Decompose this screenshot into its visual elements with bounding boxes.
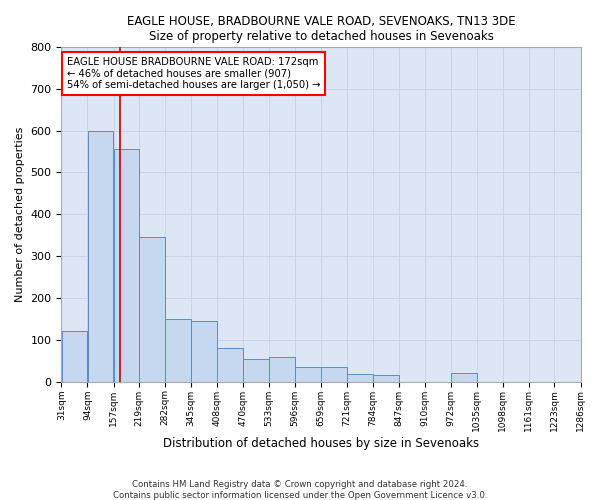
Bar: [347, 374, 373, 382]
Bar: [243, 358, 269, 382]
X-axis label: Distribution of detached houses by size in Sevenoaks: Distribution of detached houses by size …: [163, 437, 479, 450]
Bar: [88, 130, 113, 382]
Bar: [451, 374, 476, 382]
Bar: [113, 150, 139, 382]
Bar: [139, 238, 165, 382]
Title: EAGLE HOUSE, BRADBOURNE VALE ROAD, SEVENOAKS, TN13 3DE
Size of property relative: EAGLE HOUSE, BRADBOURNE VALE ROAD, SEVEN…: [127, 15, 515, 43]
Text: Contains HM Land Registry data © Crown copyright and database right 2024.
Contai: Contains HM Land Registry data © Crown c…: [113, 480, 487, 500]
Bar: [295, 367, 321, 382]
Text: EAGLE HOUSE BRADBOURNE VALE ROAD: 172sqm
← 46% of detached houses are smaller (9: EAGLE HOUSE BRADBOURNE VALE ROAD: 172sqm…: [67, 57, 320, 90]
Bar: [373, 376, 399, 382]
Bar: [62, 332, 88, 382]
Bar: [191, 321, 217, 382]
Bar: [321, 367, 347, 382]
Bar: [217, 348, 243, 382]
Bar: [269, 358, 295, 382]
Bar: [166, 319, 191, 382]
Y-axis label: Number of detached properties: Number of detached properties: [15, 126, 25, 302]
